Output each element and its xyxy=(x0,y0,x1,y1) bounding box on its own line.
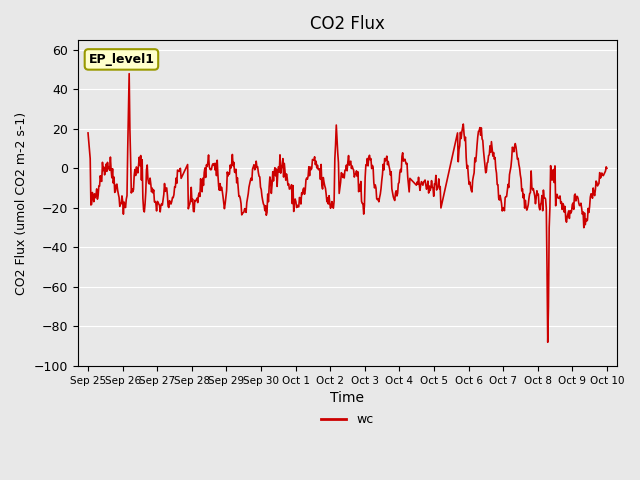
X-axis label: Time: Time xyxy=(330,391,364,405)
Title: CO2 Flux: CO2 Flux xyxy=(310,15,385,33)
Legend: wc: wc xyxy=(316,408,379,432)
Text: EP_level1: EP_level1 xyxy=(88,53,154,66)
Y-axis label: CO2 Flux (umol CO2 m-2 s-1): CO2 Flux (umol CO2 m-2 s-1) xyxy=(15,111,28,295)
